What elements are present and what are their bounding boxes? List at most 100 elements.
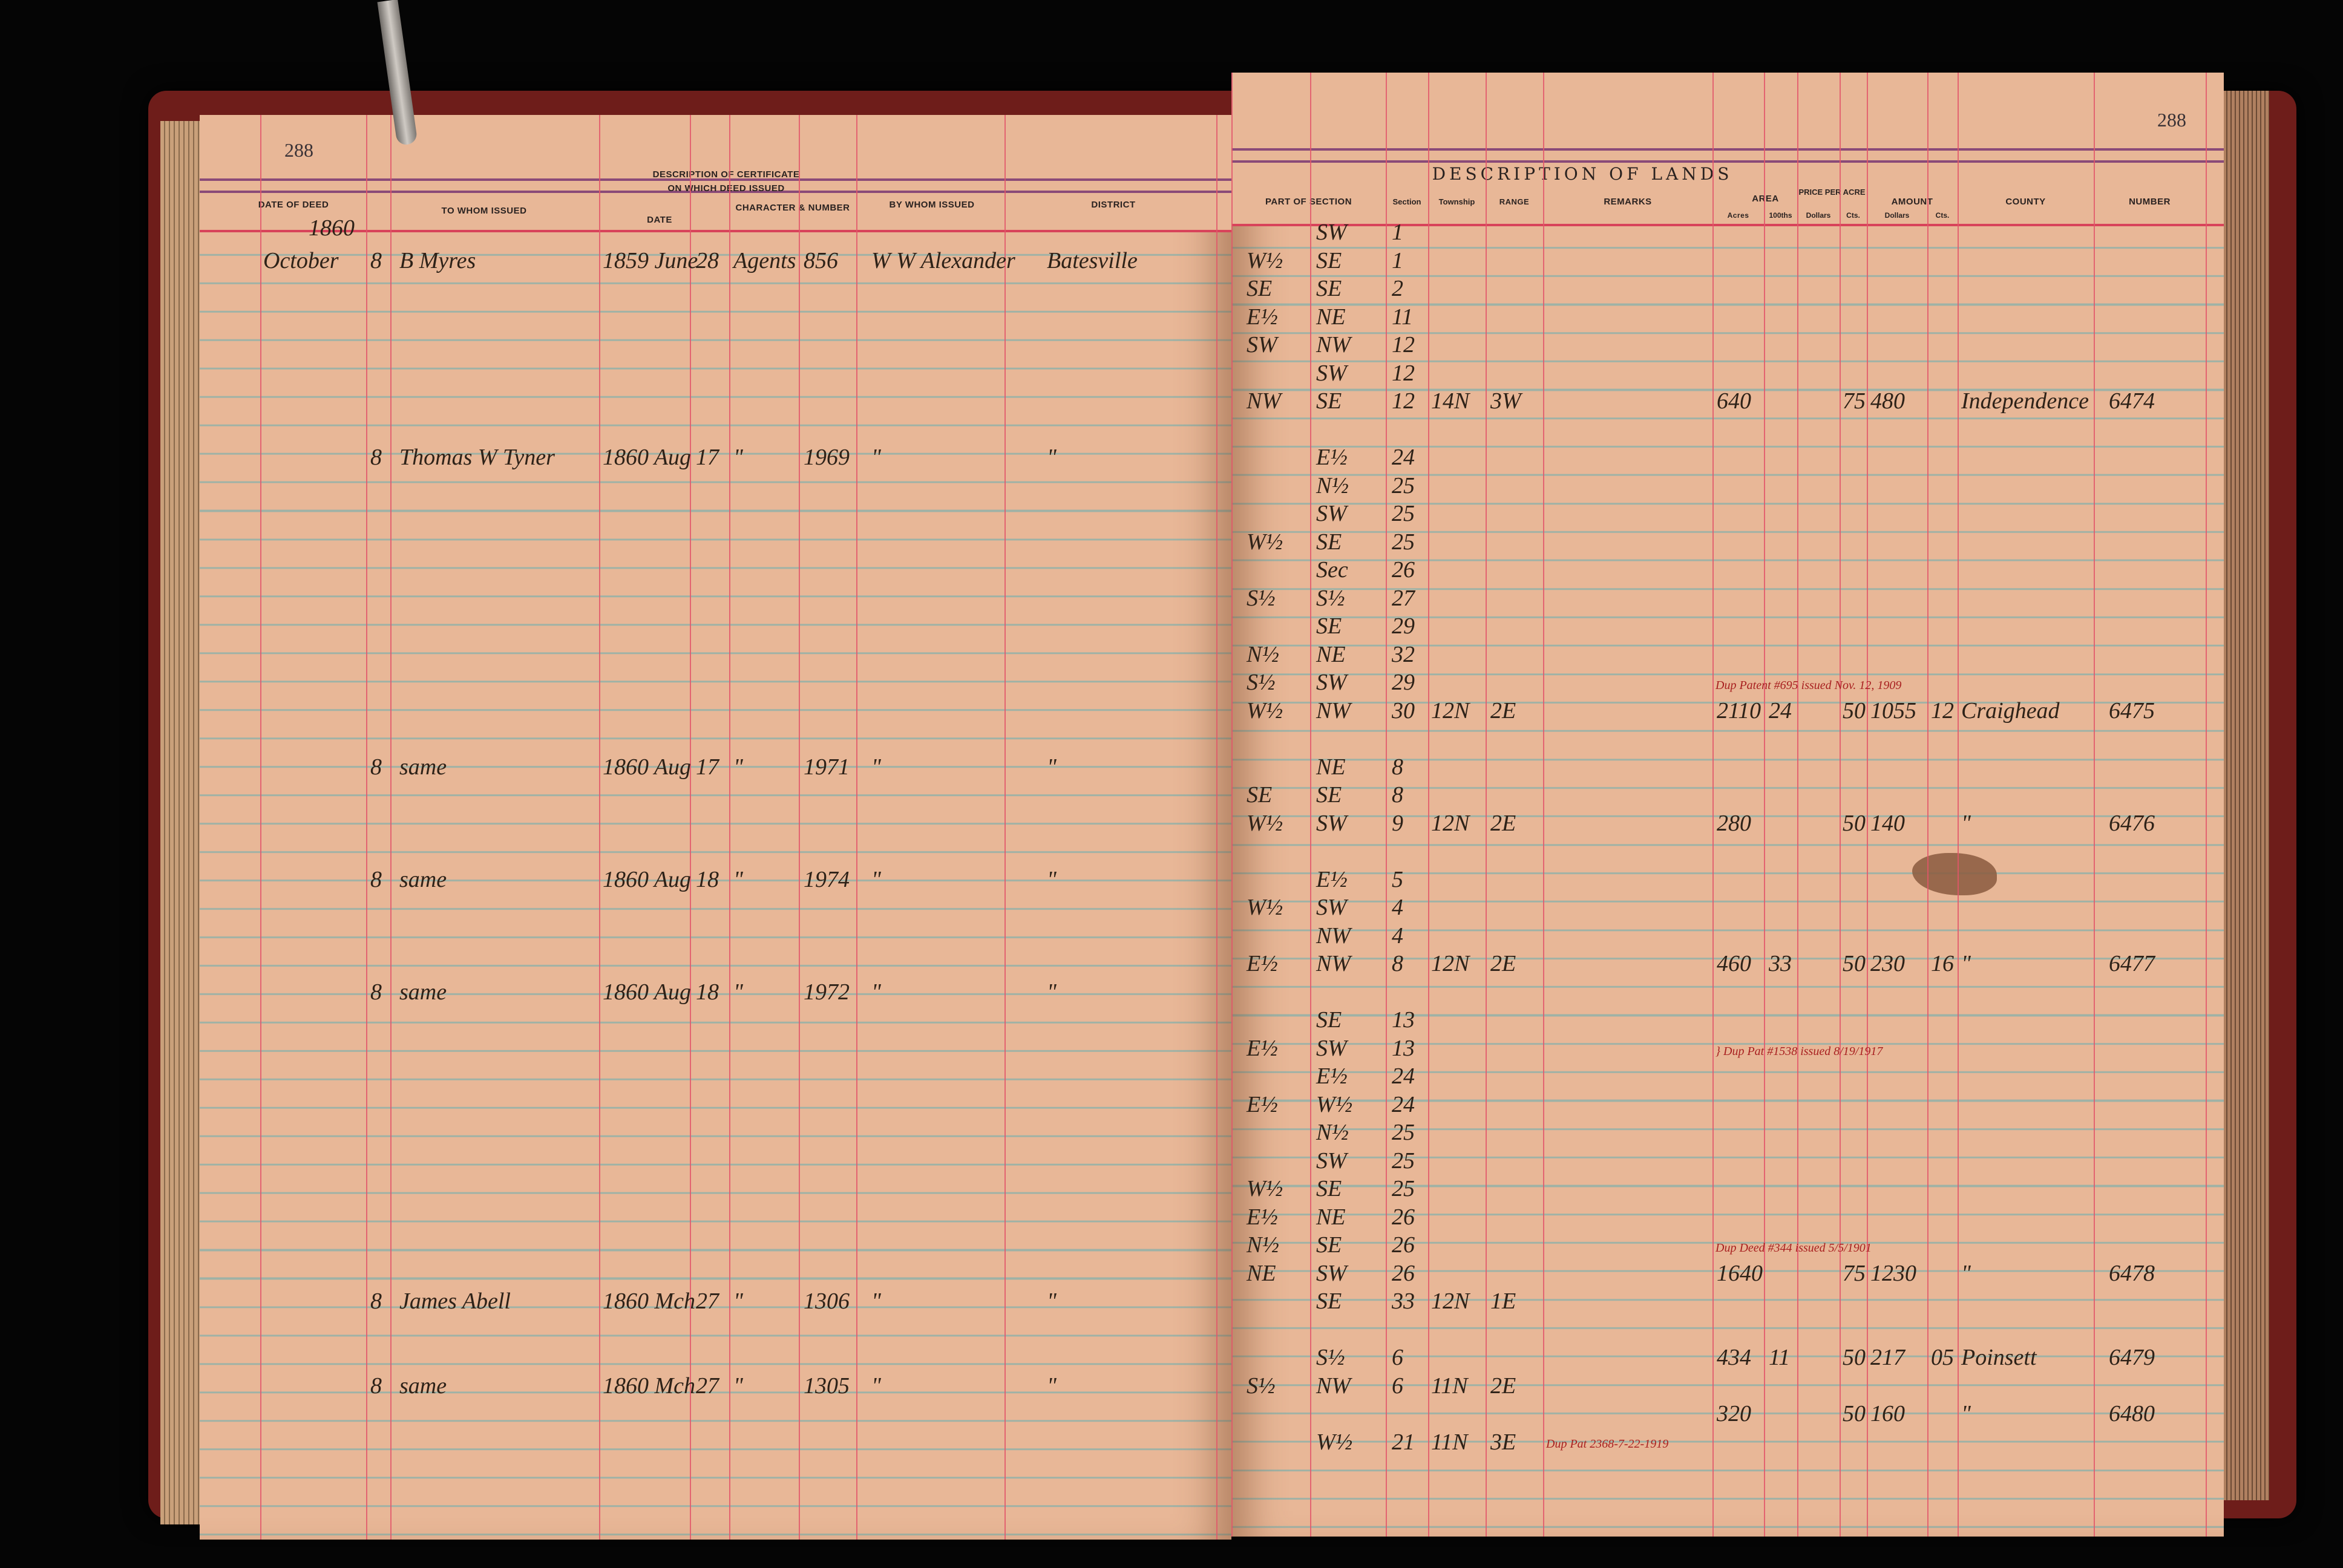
- cell-part-b: SE: [1316, 531, 1342, 554]
- cell-date-day: 8: [370, 446, 382, 469]
- cell-part-b: SW: [1316, 1149, 1347, 1172]
- cell-amount-dollars: 217: [1870, 1346, 1905, 1369]
- cell-part-a: S½: [1247, 587, 1276, 610]
- cell-part-a: W½: [1247, 531, 1283, 554]
- cell-by-whom: ": [871, 981, 881, 1004]
- cell-cert-date: 1860 Aug: [603, 756, 691, 779]
- cell-number: 6477: [2109, 952, 2155, 975]
- cell-cert-number: 856: [804, 249, 838, 272]
- cell-to-whom: same: [399, 1374, 447, 1397]
- cell-county: ": [1961, 812, 1971, 835]
- cell-part-b: S½: [1316, 1346, 1345, 1369]
- cell-date-day: 8: [370, 756, 382, 779]
- header-acres: Acres: [1712, 211, 1764, 220]
- cell-part-b: SW: [1316, 362, 1347, 385]
- cell-part-b: NW: [1316, 952, 1351, 975]
- column-rule: [1310, 73, 1311, 1537]
- column-rule: [1486, 73, 1487, 1537]
- cell-part-b: SE: [1316, 1008, 1342, 1031]
- column-rule: [856, 115, 857, 1540]
- cell-part-b: SE: [1316, 1177, 1342, 1200]
- cell-part-b: E½: [1316, 1065, 1348, 1088]
- header-part-of-section: PART OF SECTION: [1231, 197, 1386, 207]
- cell-section: 25: [1392, 1149, 1415, 1172]
- cell-range: 2E: [1490, 1374, 1516, 1397]
- cell-section: 2: [1392, 277, 1403, 300]
- cell-part-b: W½: [1316, 1093, 1352, 1116]
- cell-amount-dollars: 1055: [1870, 699, 1916, 722]
- page-number-left: 288: [284, 139, 313, 162]
- cell-to-whom: same: [399, 756, 447, 779]
- cell-section: 26: [1392, 1233, 1415, 1256]
- column-rule: [690, 115, 691, 1540]
- cell-section: 13: [1392, 1037, 1415, 1060]
- cell-part-b: SE: [1316, 615, 1342, 638]
- cell-section: 25: [1392, 474, 1415, 497]
- cell-to-whom: Thomas W Tyner: [399, 446, 555, 469]
- red-ink-annotation: Dup Deed #344 issued 5/5/1901: [1715, 1242, 1872, 1254]
- cell-part-b: SW: [1316, 502, 1347, 525]
- cell-section: 6: [1392, 1346, 1403, 1369]
- cell-section: 13: [1392, 1008, 1415, 1031]
- cell-part-b: N½: [1316, 1121, 1349, 1144]
- header-amount-dollars: Dollars: [1867, 211, 1927, 220]
- cell-part-a: SE: [1247, 783, 1272, 806]
- cell-cert-day: 18: [696, 868, 719, 891]
- cell-date-day: 8: [370, 1290, 382, 1313]
- cell-part-a: W½: [1247, 699, 1283, 722]
- header-number: NUMBER: [2094, 197, 2206, 207]
- cell-part-a: SE: [1247, 277, 1272, 300]
- cell-cert-day: 17: [696, 756, 719, 779]
- cell-amount-dollars: 230: [1870, 952, 1905, 975]
- column-rule: [799, 115, 800, 1540]
- cell-part-b: NW: [1316, 1374, 1351, 1397]
- cell-part-a: N½: [1247, 1233, 1279, 1256]
- cell-cert-date: 1859 June: [603, 249, 698, 272]
- column-rule: [1867, 73, 1868, 1537]
- cell-number: 6476: [2109, 812, 2155, 835]
- cell-district: ": [1047, 1374, 1057, 1397]
- cell-part-b: SE: [1316, 1233, 1342, 1256]
- column-rule: [260, 115, 261, 1540]
- cell-date-day: 8: [370, 981, 382, 1004]
- cell-acres: 2110: [1717, 699, 1761, 722]
- cell-acres: 320: [1717, 1402, 1751, 1425]
- cell-cert-day: 27: [696, 1374, 719, 1397]
- cell-amount-cts: 16: [1931, 952, 1954, 975]
- header-double-rule: [1231, 160, 2224, 163]
- cell-section: 24: [1392, 1065, 1415, 1088]
- header-red-rule: [1231, 224, 2224, 226]
- cell-part-a: E½: [1247, 952, 1278, 975]
- column-rule: [1958, 73, 1959, 1537]
- cell-cert-date: 1860 Aug: [603, 446, 691, 469]
- cell-by-whom: ": [871, 756, 881, 779]
- red-ink-annotation: Dup Patent #695 issued Nov. 12, 1909: [1715, 679, 1901, 691]
- cell-price-cts: 75: [1843, 390, 1866, 413]
- cell-district: ": [1047, 868, 1057, 891]
- cell-section: 25: [1392, 1177, 1415, 1200]
- column-rule: [1840, 73, 1841, 1537]
- cell-section: 1: [1392, 249, 1403, 272]
- cell-part-a: W½: [1247, 812, 1283, 835]
- cell-range: 1E: [1490, 1290, 1516, 1313]
- cell-section: 26: [1392, 558, 1415, 581]
- cell-character: ": [733, 981, 743, 1004]
- cell-part-b: NW: [1316, 333, 1351, 356]
- header-100ths: 100ths: [1764, 211, 1797, 220]
- cell-range: 2E: [1490, 812, 1516, 835]
- cell-part-b: SW: [1316, 812, 1347, 835]
- cell-part-b: E½: [1316, 446, 1348, 469]
- cell-range: 2E: [1490, 699, 1516, 722]
- cell-part-b: SW: [1316, 1262, 1347, 1285]
- cell-cert-number: 1969: [804, 446, 850, 469]
- cell-price-cts: 50: [1843, 1346, 1866, 1369]
- cell-price-cts: 75: [1843, 1262, 1866, 1285]
- cell-part-a: W½: [1247, 896, 1283, 919]
- cell-part-b: SE: [1316, 390, 1342, 413]
- cell-to-whom: same: [399, 981, 447, 1004]
- header-price-dollars: Dollars: [1797, 211, 1840, 220]
- cell-cert-number: 1974: [804, 868, 850, 891]
- cell-amount-dollars: 160: [1870, 1402, 1905, 1425]
- cell-amount-dollars: 480: [1870, 390, 1905, 413]
- cell-hundredths: 24: [1769, 699, 1792, 722]
